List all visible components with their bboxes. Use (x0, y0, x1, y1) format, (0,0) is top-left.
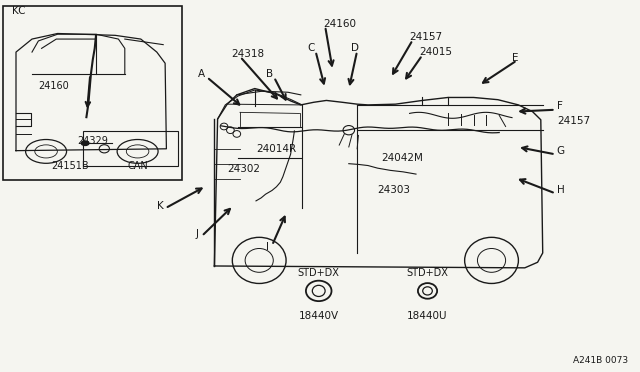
Text: K: K (157, 202, 164, 211)
Text: 24160: 24160 (38, 81, 69, 90)
Text: D: D (351, 44, 359, 53)
Text: 24318: 24318 (232, 49, 265, 59)
Text: A241B 0073: A241B 0073 (573, 356, 628, 365)
Text: H: H (557, 185, 564, 195)
Text: 24329: 24329 (77, 137, 108, 146)
Text: A: A (198, 70, 205, 79)
Text: 24302: 24302 (227, 164, 260, 174)
Text: I: I (266, 243, 269, 252)
Text: 24015: 24015 (419, 47, 452, 57)
Text: 24303: 24303 (378, 185, 411, 195)
Bar (83, 131, 178, 166)
Text: 24160: 24160 (323, 19, 356, 29)
Text: C: C (307, 44, 315, 53)
Text: STD+DX: STD+DX (298, 269, 340, 278)
Text: 18440U: 18440U (407, 311, 448, 321)
Text: CAN: CAN (128, 161, 148, 170)
Text: 24157: 24157 (557, 116, 590, 126)
Text: F: F (557, 101, 563, 111)
Text: 24042M: 24042M (381, 153, 422, 163)
Text: 24014R: 24014R (256, 144, 296, 154)
Text: J: J (195, 230, 198, 239)
Bar (3, 6, 182, 180)
Text: STD+DX: STD+DX (406, 269, 449, 278)
Text: E: E (512, 53, 518, 62)
Text: 24151B: 24151B (51, 161, 89, 170)
Circle shape (81, 141, 89, 145)
Text: B: B (266, 70, 273, 79)
Text: KC: KC (12, 6, 25, 16)
Text: G: G (557, 146, 565, 155)
Text: 24157: 24157 (410, 32, 443, 42)
Text: 18440V: 18440V (299, 311, 339, 321)
